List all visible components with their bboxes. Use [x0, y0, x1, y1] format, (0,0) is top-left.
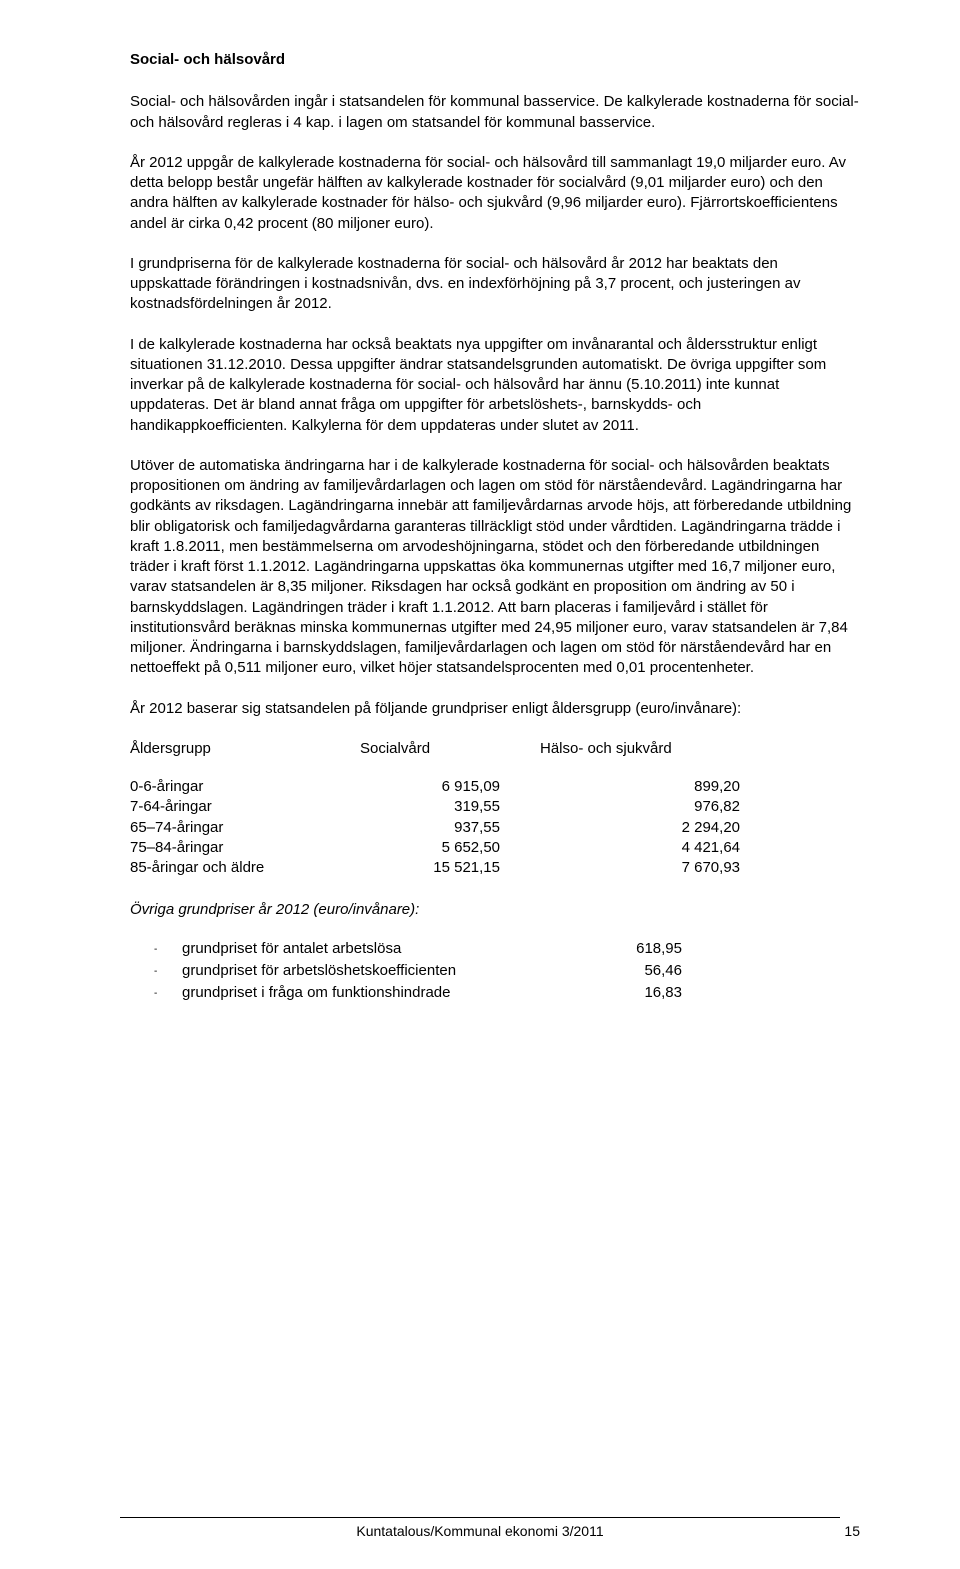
- table-row: 65–74-åringar 937,55 2 294,20: [130, 818, 860, 838]
- table-row: 85-åringar och äldre 15 521,15 7 670,93: [130, 858, 860, 878]
- paragraph-4: I de kalkylerade kostnaderna har också b…: [130, 335, 860, 436]
- td-health: 7 670,93: [540, 858, 740, 878]
- th-age-group: Åldersgrupp: [130, 739, 360, 759]
- td-social: 937,55: [360, 818, 540, 838]
- td-social: 15 521,15: [360, 858, 540, 878]
- price-label: grundpriset för antalet arbetslösa: [182, 939, 582, 959]
- paragraph-2: År 2012 uppgår de kalkylerade kostnadern…: [130, 153, 860, 234]
- td-social: 319,55: [360, 797, 540, 817]
- td-health: 2 294,20: [540, 818, 740, 838]
- td-age: 65–74-åringar: [130, 818, 360, 838]
- td-health: 976,82: [540, 797, 740, 817]
- td-social: 6 915,09: [360, 777, 540, 797]
- price-label: grundpriset i fråga om funktionshindrade: [182, 983, 582, 1003]
- paragraph-6: År 2012 baserar sig statsandelen på följ…: [130, 699, 860, 719]
- list-item: - grundpriset för arbetslöshetskoefficie…: [154, 961, 860, 981]
- paragraph-5: Utöver de automatiska ändringarna har i …: [130, 456, 860, 679]
- td-age: 75–84-åringar: [130, 838, 360, 858]
- list-item: - grundpriset för antalet arbetslösa 618…: [154, 939, 860, 959]
- td-social: 5 652,50: [360, 838, 540, 858]
- th-health-care: Hälso- och sjukvård: [500, 739, 740, 759]
- footer-text: Kuntatalous/Kommunal ekonomi 3/2011: [356, 1523, 603, 1539]
- td-health: 4 421,64: [540, 838, 740, 858]
- table-header-row: Åldersgrupp Socialvård Hälso- och sjukvå…: [130, 739, 860, 759]
- paragraph-1: Social- och hälsovården ingår i statsand…: [130, 92, 860, 133]
- price-value: 16,83: [582, 983, 682, 1003]
- age-price-table: Åldersgrupp Socialvård Hälso- och sjukvå…: [130, 739, 860, 879]
- section-heading: Social- och hälsovård: [130, 50, 860, 70]
- td-age: 0-6-åringar: [130, 777, 360, 797]
- td-health: 899,20: [540, 777, 740, 797]
- th-social-care: Socialvård: [360, 739, 500, 759]
- td-age: 7-64-åringar: [130, 797, 360, 817]
- table-row: 0-6-åringar 6 915,09 899,20: [130, 777, 860, 797]
- paragraph-3: I grundpriserna för de kalkylerade kostn…: [130, 254, 860, 315]
- td-age: 85-åringar och äldre: [130, 858, 360, 878]
- price-label: grundpriset för arbetslöshetskoefficient…: [182, 961, 582, 981]
- price-value: 56,46: [582, 961, 682, 981]
- bullet-dash: -: [154, 983, 182, 1003]
- list-item: - grundpriset i fråga om funktionshindra…: [154, 983, 860, 1003]
- price-value: 618,95: [582, 939, 682, 959]
- other-prices-list: - grundpriset för antalet arbetslösa 618…: [154, 939, 860, 1004]
- other-prices-heading: Övriga grundpriser år 2012 (euro/invånar…: [130, 900, 860, 920]
- page-footer: Kuntatalous/Kommunal ekonomi 3/2011 15: [0, 1517, 960, 1541]
- bullet-dash: -: [154, 939, 182, 959]
- page-number: 15: [844, 1522, 860, 1541]
- table-row: 7-64-åringar 319,55 976,82: [130, 797, 860, 817]
- table-row: 75–84-åringar 5 652,50 4 421,64: [130, 838, 860, 858]
- bullet-dash: -: [154, 961, 182, 981]
